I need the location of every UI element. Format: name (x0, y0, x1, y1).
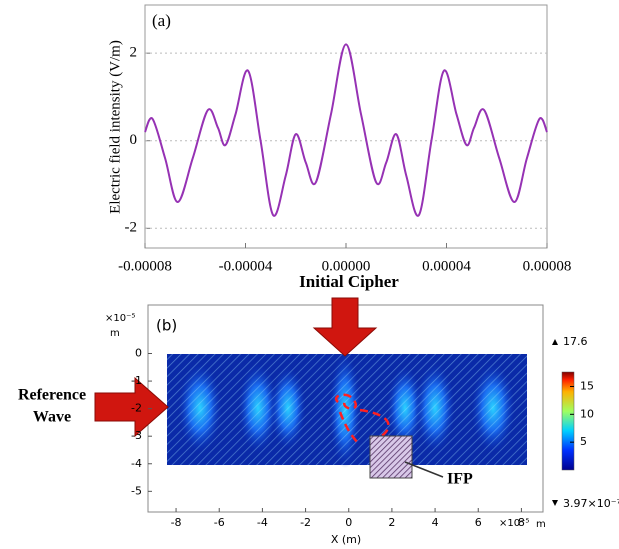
panel-b: IFP (b) ×10⁻⁵ m ×10⁻⁵ m X (m) Initial Ci… (18, 272, 619, 546)
colorbar-tick-label: 15 (580, 379, 594, 392)
ifp-leader (404, 461, 444, 478)
y-tick-label: -4 (131, 457, 142, 470)
ifp-region (369, 435, 413, 479)
y-unit: m (110, 328, 120, 339)
panel-a: (a) Electric field intensity (V/m) -2 0 2 -… (107, 4, 572, 274)
y-tick-label: -2 (125, 220, 138, 236)
data-line (144, 43, 548, 217)
x-tick-label: 2 (388, 516, 395, 529)
min-marker (552, 500, 558, 506)
panel-label: (a) (152, 11, 171, 30)
x-tick-label: -0.00008 (118, 258, 172, 274)
x-tick-label: -2 (300, 516, 311, 529)
ifp-label: IFP (447, 471, 473, 488)
x-tick-label: -0.00004 (219, 258, 273, 274)
colorbar-min: 3.97×10⁻⁷ (563, 497, 619, 510)
x-tick-label: -8 (171, 516, 182, 529)
x-tick-label: 4 (432, 516, 439, 529)
down-arrow (312, 297, 378, 357)
x-tick-label: -6 (214, 516, 225, 529)
x-tick-label: 6 (475, 516, 482, 529)
x-tick-label: 8 (518, 516, 525, 529)
colorbar-tick-label: 5 (580, 435, 587, 448)
reference-wave-label: Reference (18, 387, 86, 404)
y-tick-label: 2 (130, 45, 138, 61)
initial-cipher-label: Initial Cipher (299, 272, 399, 291)
x-tick-label: 0.00004 (422, 258, 471, 274)
x-axis-label: X (m) (331, 533, 361, 546)
x-scale: ×10⁻⁵ (499, 518, 529, 529)
x-tick-label: 0.00000 (322, 258, 371, 274)
y-tick-label: -2 (131, 402, 142, 415)
y-tick-label: 0 (130, 132, 138, 148)
y-tick-label: -3 (131, 429, 142, 442)
x-tick-label: 0 (345, 516, 352, 529)
y-tick-label: -5 (131, 484, 142, 497)
colorbar (561, 371, 575, 471)
x-unit: m (536, 519, 546, 530)
colorbar-max: 17.6 (563, 335, 588, 348)
focus-path (334, 393, 390, 446)
colorbar-tick-label: 10 (580, 407, 594, 420)
y-scale: ×10⁻⁵ (105, 313, 135, 324)
x-tick-label: -4 (257, 516, 268, 529)
y-tick-label: -1 (131, 374, 142, 387)
y-tick-label: 0 (135, 347, 142, 360)
panel-label: (b) (156, 317, 177, 335)
x-tick-label: 0.00008 (523, 258, 572, 274)
max-marker (552, 339, 558, 345)
right-arrow (94, 376, 169, 438)
field-texture (167, 354, 527, 465)
y-axis-label: Electric field intensity (V/m) (107, 40, 123, 214)
plot-frame (144, 4, 548, 249)
reference-wave-label: Wave (33, 409, 71, 426)
